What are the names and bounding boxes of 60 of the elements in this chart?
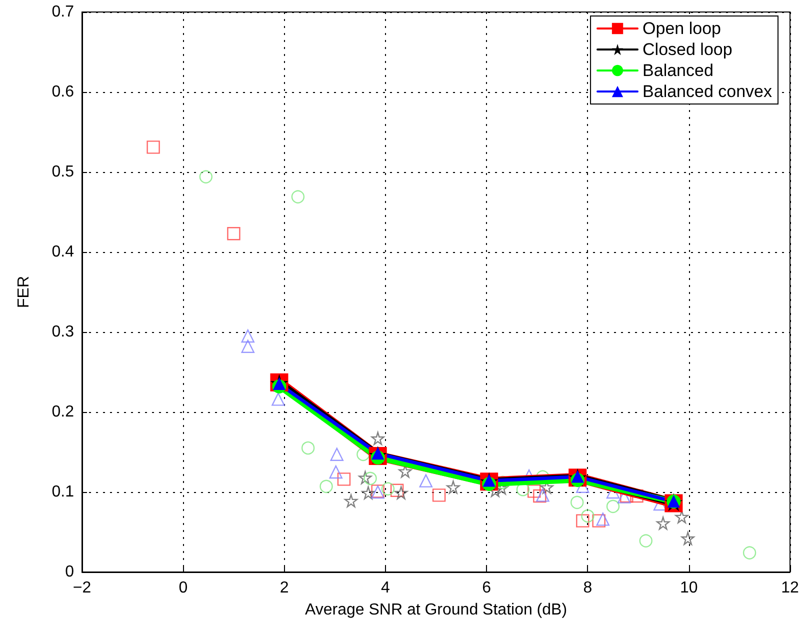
point [596, 512, 610, 526]
point [344, 494, 358, 508]
point [581, 509, 594, 523]
y-tick-label: 0.2 [52, 404, 74, 420]
legend-label: Open loop [642, 19, 721, 38]
point [576, 514, 590, 528]
x-tick-label: 12 [781, 580, 799, 596]
point [390, 484, 404, 497]
point [241, 329, 254, 343]
point [570, 496, 584, 509]
point [394, 486, 408, 500]
point [675, 510, 688, 524]
point [291, 190, 305, 204]
point [362, 486, 375, 500]
point [358, 471, 372, 484]
point [330, 448, 344, 461]
x-tick-label: −2 [72, 580, 92, 596]
legend-label: Balanced [642, 61, 714, 80]
point [320, 480, 333, 493]
y-tick-label: 0.7 [52, 4, 74, 20]
point [337, 472, 351, 486]
y-tick-label: 0.3 [52, 324, 74, 340]
y-tick-label: 0.4 [52, 244, 74, 260]
point [329, 465, 342, 479]
point [398, 464, 412, 478]
x-tick-label: 2 [280, 580, 289, 596]
point [272, 392, 285, 406]
x-tick-label: 6 [482, 580, 492, 596]
point [528, 484, 541, 498]
point [199, 170, 212, 184]
y-tick-label: 0.5 [52, 164, 74, 180]
point [639, 534, 652, 548]
y-tick-label: 0.6 [52, 84, 74, 100]
y-tick-label: 0 [65, 564, 74, 580]
point [419, 474, 432, 488]
point [241, 340, 254, 353]
legend-label: Balanced convex [642, 82, 772, 101]
point [742, 546, 756, 560]
point [371, 432, 384, 445]
point [606, 500, 620, 513]
x-tick-label: 10 [680, 580, 698, 596]
y-axis-title: FER [16, 276, 32, 308]
point [364, 472, 377, 485]
point [381, 482, 395, 496]
point [536, 488, 550, 502]
x-tick-label: 0 [178, 580, 188, 596]
point [656, 516, 670, 530]
y-tick-label: 0.1 [52, 484, 74, 500]
point [301, 441, 315, 455]
x-tick-label: 4 [380, 580, 390, 596]
point [227, 227, 240, 240]
point [446, 480, 460, 494]
point [432, 488, 446, 502]
point [681, 532, 694, 545]
x-tick-label: 8 [583, 580, 592, 596]
x-axis-title: Average SNR at Ground Station (dB) [304, 602, 568, 618]
point [592, 514, 606, 528]
point [533, 489, 546, 503]
point [146, 140, 160, 154]
legend-label: Closed loop [642, 40, 732, 59]
